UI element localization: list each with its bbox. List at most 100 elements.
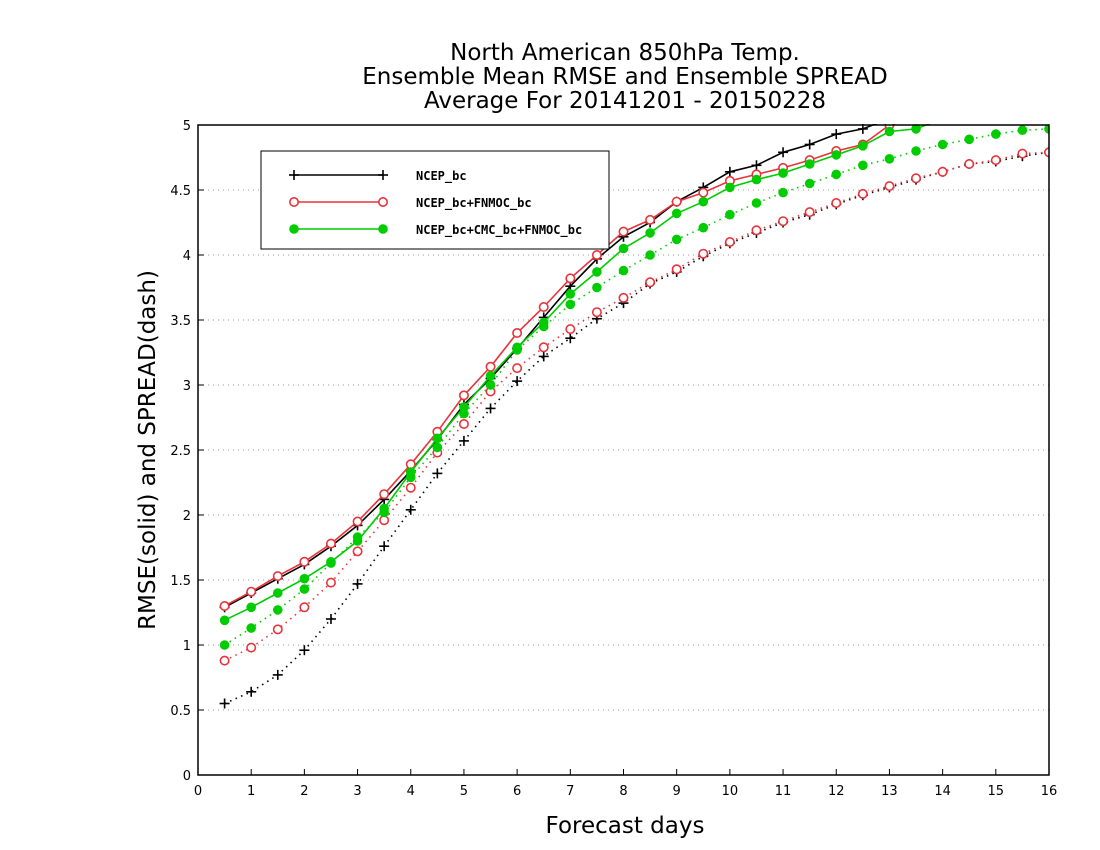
series-0-spread-point-9 — [458, 435, 469, 446]
x-tick-label-11: 11 — [775, 784, 792, 799]
series-2-rmse-point-2 — [272, 588, 283, 598]
series-1-spread-point-9 — [458, 418, 469, 429]
y-tick-label-1: 0.5 — [170, 704, 191, 719]
series-2-spread-point-28 — [964, 134, 975, 145]
series-0-spread-point-3 — [299, 645, 310, 656]
series-2-rmse-point-18 — [698, 196, 709, 207]
series-1-rmse-point-9 — [458, 390, 469, 401]
series-1-rmse-point-15 — [618, 226, 629, 237]
legend-marker-end-1 — [377, 197, 388, 208]
series-1-spread-point-18 — [698, 248, 709, 259]
series-1-rmse-point-10 — [485, 361, 496, 372]
legend-marker-end-0 — [378, 170, 388, 180]
legend-marker-start-0 — [289, 170, 299, 180]
series-1-rmse-point-29 — [992, 82, 1000, 90]
series-2-spread-point-20 — [751, 198, 762, 208]
x-tick-label-9: 9 — [673, 784, 681, 799]
series-2-spread-point-22 — [804, 178, 815, 189]
series-1-spread-point-21 — [778, 216, 789, 227]
series-0-spread-point-6 — [379, 541, 390, 552]
series-2-rmse-point-26 — [911, 124, 921, 134]
series-2-rmse-point-11 — [512, 342, 522, 353]
series-0-rmse-point-26 — [911, 104, 921, 114]
legend-box — [260, 150, 610, 250]
series-2-spread-point-29 — [991, 129, 1001, 139]
series-2-rmse-point-29 — [992, 95, 1001, 104]
y-tick-label-7: 3.5 — [170, 314, 191, 329]
series-1-spread-point-3 — [299, 602, 310, 613]
series-2-spread-point-0 — [219, 640, 230, 650]
series-0-spread-point-2 — [272, 669, 283, 680]
x-tick-label-0: 0 — [194, 784, 202, 799]
series-0-rmse-point-29 — [991, 68, 1001, 78]
series-1-spread-point-16 — [645, 277, 656, 288]
series-1-spread-point-0 — [219, 655, 230, 666]
series-1-rmse-point-17 — [671, 196, 682, 207]
x-axis-label: Forecast days — [546, 813, 705, 839]
series-1-rmse-point-4 — [325, 538, 336, 549]
series-1-rmse-point-16 — [645, 214, 656, 225]
series-1-rmse-point-26 — [912, 113, 920, 121]
series-2-spread-point-15 — [618, 265, 629, 276]
series-2-rmse-point-19 — [725, 182, 735, 193]
series-1-spread-point-20 — [751, 225, 762, 236]
x-tick-label-4: 4 — [407, 784, 415, 799]
series-1-spread-point-31 — [1044, 147, 1049, 158]
series-1-rmse-point-2 — [272, 571, 283, 582]
series-1-spread-point-6 — [379, 515, 390, 526]
series-2-rmse-point-30 — [1018, 82, 1027, 91]
x-tick-label-2: 2 — [300, 784, 308, 799]
series-0-rmse-point-20 — [751, 160, 762, 171]
y-axis-label: RMSE(solid) and SPREAD(dash) — [135, 270, 161, 630]
series-2-rmse-point-21 — [778, 168, 788, 178]
series-2-rmse-point-15 — [618, 243, 629, 254]
x-tick-label-5: 5 — [460, 784, 468, 799]
series-2-rmse-point-10 — [485, 371, 496, 381]
series-2-rmse-point-14 — [592, 267, 602, 277]
legend-label-0: NCEP_bc — [416, 169, 467, 184]
series-0-spread-point-0 — [219, 698, 230, 709]
series-2-spread-point-17 — [671, 234, 682, 245]
series-2-rmse-point-23 — [831, 150, 842, 160]
series-1-rmse-point-5 — [352, 516, 363, 527]
series-1-rmse-point-30 — [1018, 69, 1026, 77]
series-0-spread-point-1 — [246, 686, 257, 697]
series-0-rmse-point-21 — [778, 147, 789, 158]
series-2-rmse-point-5 — [352, 536, 363, 546]
series-0-spread-point-7 — [405, 504, 416, 515]
title-line-3: Average For 20141201 - 20150228 — [424, 88, 826, 114]
series-1-spread-point-17 — [671, 264, 682, 275]
series-2-rmse-point-24 — [858, 141, 868, 151]
legend: NCEP_bc NCEP_bc+FNMOC_bc NCEP_bc+CMC_bc+FN… — [260, 150, 610, 250]
series-1-rmse-point-0 — [219, 600, 230, 611]
series-1-spread-point-28 — [964, 159, 975, 170]
axis-ticks: 0 1 2 3 4 5 6 7 8 9 10 11 12 13 14 15 1600.511.522.533.5… — [170, 119, 1057, 799]
series-0-rmse-point-27 — [938, 94, 948, 104]
series-2-rmse-point-22 — [804, 159, 815, 169]
y-tick-label-0: 0 — [183, 769, 191, 784]
series-1-rmse-point-31 — [1045, 56, 1053, 64]
series-0-spread-point-4 — [325, 614, 336, 624]
series-1-spread-point-24 — [857, 188, 868, 199]
series-1-spread-point-2 — [272, 624, 283, 635]
series-2-rmse-point-6 — [379, 503, 389, 514]
series-2-spread-point-3 — [299, 584, 310, 594]
y-tick-label-9: 4.5 — [170, 184, 191, 199]
x-tick-label-8: 8 — [619, 784, 627, 799]
y-tick-label-3: 1.5 — [170, 574, 191, 589]
series-1-spread-line — [224, 151, 1049, 662]
y-tick-label-4: 2 — [183, 509, 191, 524]
series-1-spread-point-7 — [405, 482, 416, 493]
series-0-rmse-point-30 — [1017, 55, 1027, 65]
series-1-rmse-point-12 — [538, 301, 549, 312]
series-0-spread-line — [224, 151, 1049, 705]
series-2-rmse-point-1 — [246, 602, 256, 613]
series-1-rmse-point-11 — [512, 327, 523, 338]
series-1-spread-point-25 — [884, 181, 895, 192]
series-1-spread-point-26 — [911, 173, 922, 184]
series-1-spread-point-29 — [990, 155, 1001, 166]
series-1-rmse-point-27 — [938, 108, 946, 116]
series-1-rmse-point-18 — [698, 187, 709, 198]
series-0-rmse-point-31 — [1044, 42, 1054, 52]
